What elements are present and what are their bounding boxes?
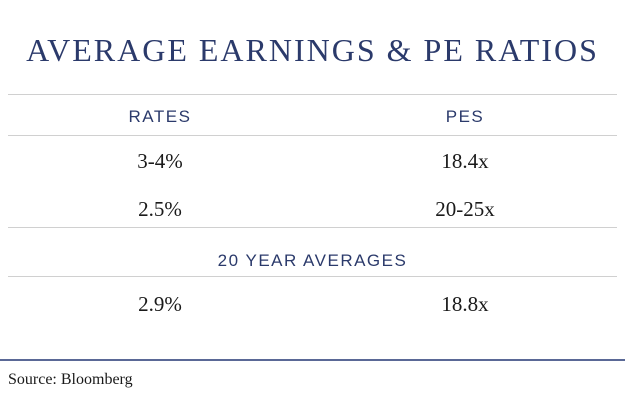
footer-divider (0, 359, 625, 361)
table-cell-pe: 18.4x (441, 149, 489, 173)
divider (8, 227, 617, 228)
table-cell-average-rate: 2.9% (138, 292, 182, 316)
table-cell-rate: 2.5% (138, 197, 182, 221)
table-cell-average-pe: 18.8x (441, 292, 489, 316)
table-cell-rate: 3-4% (137, 149, 183, 173)
table-cell-pe: 20-25x (435, 197, 495, 221)
section-title-20-year-averages: 20 YEAR AVERAGES (217, 251, 408, 270)
divider (8, 135, 617, 136)
source-note: Source: Bloomberg (8, 371, 133, 388)
page-title: AVERAGE EARNINGS & PE RATIOS (26, 32, 599, 68)
divider (8, 276, 617, 277)
column-header-rates: RATES (128, 107, 192, 126)
divider (8, 94, 617, 95)
column-header-pes: PES (445, 107, 485, 126)
